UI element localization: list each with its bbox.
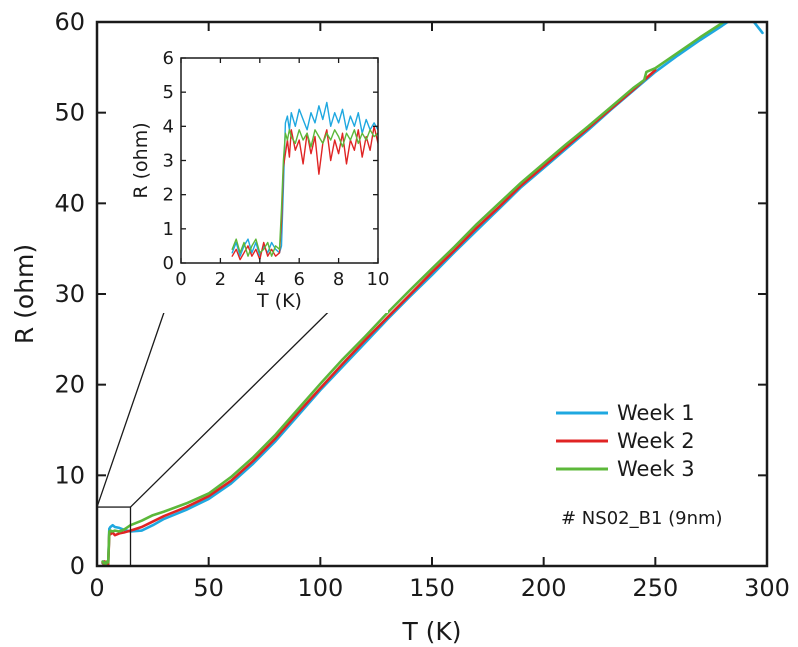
inset-x-tick-label: 4 <box>254 269 265 290</box>
inset-y-tick-label: 0 <box>163 253 174 274</box>
inset-series-week-2 <box>231 125 378 261</box>
main-x-tick-label: 250 <box>632 574 678 602</box>
main-y-axis-title: R (ohm) <box>10 244 39 344</box>
inset-series-week-1 <box>231 101 378 257</box>
inset-y-tick-label: 3 <box>163 151 174 172</box>
main-y-tick-label: 50 <box>54 99 85 127</box>
main-y-tick-label: 10 <box>54 461 85 489</box>
inset-y-tick-label: 6 <box>163 48 174 69</box>
main-y-tick-label: 20 <box>54 371 85 399</box>
inset-y-axis-title: R (ohm) <box>130 122 152 198</box>
inset-plot: 0 2 4 6 8 10 0 1 2 3 4 5 6 T (K) R (ohm) <box>121 48 389 313</box>
inset-x-tick-label: 8 <box>333 269 344 290</box>
main-series-group <box>101 22 764 566</box>
main-y-tick-label: 60 <box>54 8 85 36</box>
inset-y-tick-label: 1 <box>163 219 174 240</box>
inset-y-tick-label: 5 <box>163 82 174 103</box>
main-x-tick-label: 200 <box>521 574 567 602</box>
main-series-week-3 <box>101 22 726 566</box>
zoom-region-box <box>96 506 132 567</box>
inset-series-group <box>231 101 378 261</box>
inset-y-tick-label: 2 <box>163 185 174 206</box>
legend-label-week-2: Week 2 <box>617 429 695 453</box>
inset-series-week-3 <box>231 129 378 257</box>
legend-label-week-3: Week 3 <box>617 457 695 481</box>
inset-axis-ticks: 0 2 4 6 8 10 0 1 2 3 4 5 6 <box>163 48 390 290</box>
inset-x-axis-title: T (K) <box>256 290 302 312</box>
main-x-tick-label: 100 <box>297 574 343 602</box>
legend: Week 1 Week 2 Week 3 <box>556 401 695 481</box>
inset-x-tick-label: 6 <box>293 269 304 290</box>
inset-background <box>121 48 388 313</box>
main-x-tick-label: 150 <box>409 574 455 602</box>
inset-x-tick-label: 0 <box>175 269 186 290</box>
main-x-tick-label: 0 <box>89 574 104 602</box>
main-y-tick-label: 0 <box>70 552 85 580</box>
inset-y-tick-label: 4 <box>163 116 174 137</box>
main-x-axis-title: T (K) <box>401 617 461 646</box>
legend-label-week-1: Week 1 <box>617 401 695 425</box>
sample-annotation: # NS02_B1 (9nm) <box>561 508 723 529</box>
main-x-tick-label: 50 <box>193 574 224 602</box>
main-x-tick-label: 300 <box>744 574 790 602</box>
main-y-tick-label: 30 <box>54 280 85 308</box>
main-y-tick-label: 40 <box>54 189 85 217</box>
inset-x-tick-label: 10 <box>367 269 390 290</box>
inset-x-tick-label: 2 <box>215 269 226 290</box>
